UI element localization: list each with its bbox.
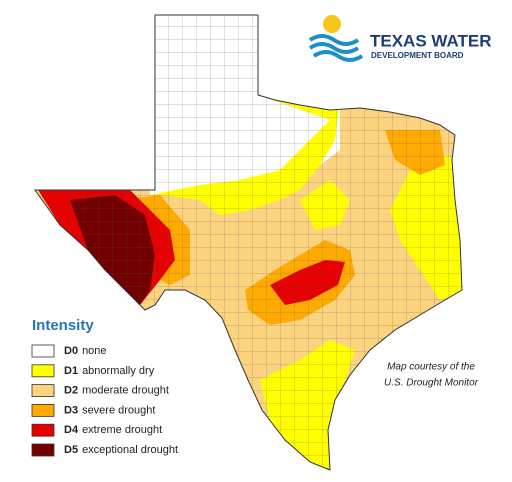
legend-swatch bbox=[31, 423, 55, 437]
logo-waves bbox=[308, 34, 364, 62]
legend: Intensity D0 none D1 abnormally dry D2 modera… bbox=[31, 317, 178, 457]
credit-line2: U.S. Drought Monitor bbox=[384, 378, 479, 389]
legend-entry: D5 exceptional drought bbox=[64, 444, 178, 456]
legend-code: D4 bbox=[64, 424, 79, 436]
logo: TEXAS WATER DEVELOPMENT BOARD bbox=[308, 15, 492, 62]
legend-code: D0 bbox=[64, 345, 78, 357]
legend-entry: D2 moderate drought bbox=[64, 385, 169, 397]
legend-code: D1 bbox=[64, 365, 78, 377]
legend-swatch bbox=[31, 384, 55, 398]
logo-line1: TEXAS WATER bbox=[370, 31, 492, 50]
legend-label: moderate drought bbox=[82, 385, 169, 397]
legend-swatch bbox=[31, 344, 55, 358]
state-outline bbox=[34, 14, 463, 471]
legend-label: abnormally dry bbox=[82, 365, 155, 377]
credit-line1: Map courtesy of the bbox=[387, 362, 475, 373]
legend-swatch bbox=[31, 443, 55, 457]
legend-entry: D1 abnormally dry bbox=[64, 365, 155, 377]
legend-code: D2 bbox=[64, 385, 78, 397]
legend-label: none bbox=[82, 345, 106, 357]
legend-label: exceptional drought bbox=[82, 444, 178, 456]
legend-code: D3 bbox=[64, 404, 78, 416]
logo-sun bbox=[323, 15, 341, 33]
legend-swatch bbox=[31, 364, 55, 378]
legend-swatch bbox=[31, 403, 55, 417]
logo-line2: DEVELOPMENT BOARD bbox=[371, 51, 464, 60]
legend-label: severe drought bbox=[82, 404, 155, 416]
legend-entry: D3 severe drought bbox=[64, 404, 155, 416]
legend-entry: D4 extreme drought bbox=[64, 424, 162, 436]
legend-entry: D0 none bbox=[64, 345, 107, 357]
legend-title: Intensity bbox=[32, 317, 94, 334]
legend-label: extreme drought bbox=[82, 424, 162, 436]
legend-code: D5 bbox=[64, 444, 78, 456]
